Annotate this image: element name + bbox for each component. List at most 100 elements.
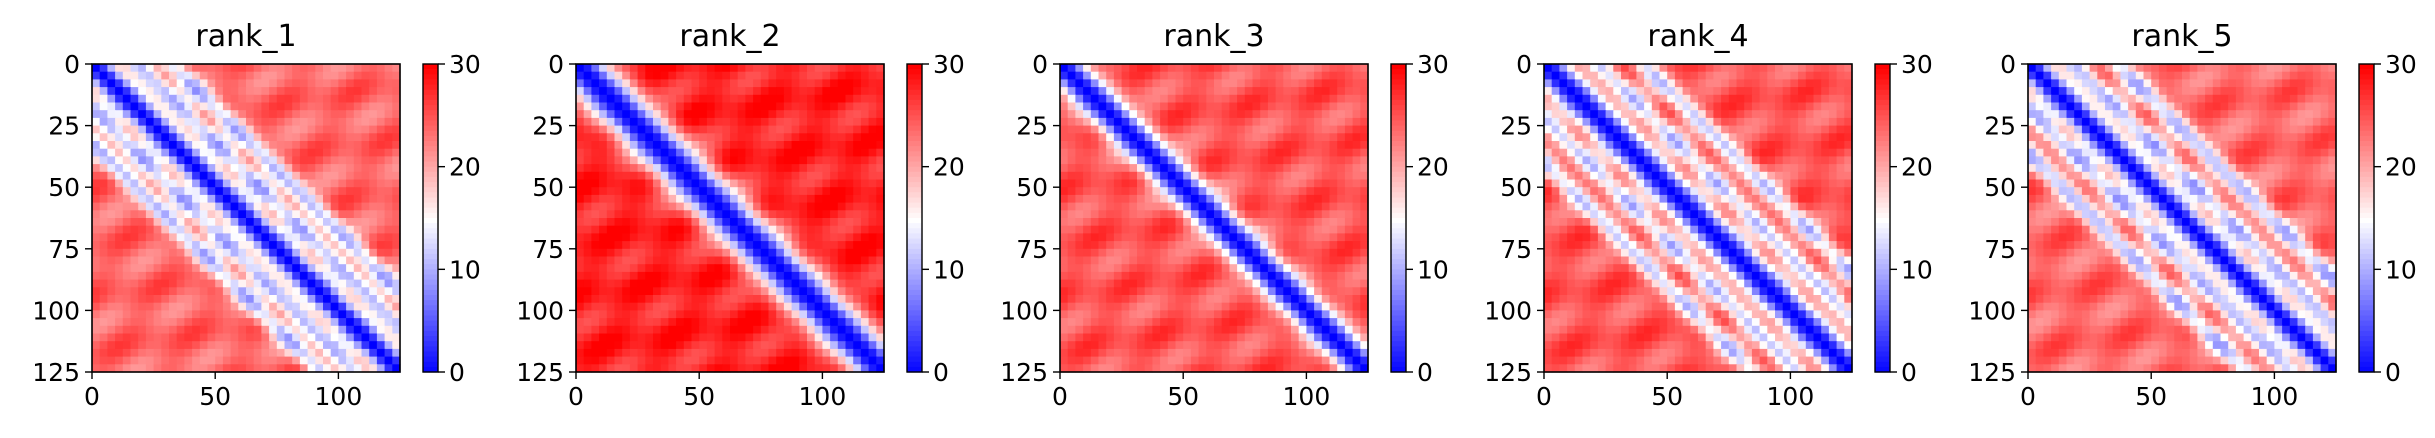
heatmap-cell (353, 194, 363, 204)
heatmap-cell (706, 241, 716, 250)
heatmap-cell (706, 348, 716, 358)
heatmap-cell (845, 325, 854, 335)
heatmap-cell (1183, 279, 1192, 288)
heatmap-cell (606, 325, 616, 335)
heatmap-cell (629, 225, 639, 234)
heatmap-cell (169, 333, 178, 342)
heatmap-cell (653, 264, 662, 273)
heatmap-cell (814, 202, 823, 211)
heatmap-cell (1137, 287, 1146, 296)
heatmap-cell (1106, 318, 1115, 327)
heatmap-cell (307, 102, 316, 111)
heatmap-cell (1144, 179, 1153, 188)
heatmap-cell (130, 248, 139, 258)
heatmap-cell (576, 171, 585, 181)
heatmap-cell (776, 133, 785, 142)
heatmap-cell (115, 302, 124, 311)
heatmap-cell (676, 117, 685, 127)
heatmap-cell (1137, 148, 1146, 157)
heatmap-cell (1344, 202, 1354, 211)
heatmap-cell (1214, 318, 1223, 327)
heatmap-cell (307, 117, 316, 127)
heatmap-cell (222, 179, 232, 188)
heatmap-cell (115, 318, 124, 327)
colorbar-segment (907, 295, 922, 301)
heatmap-cell (276, 64, 286, 73)
heatmap-cell (814, 318, 823, 327)
heatmap-cell (1352, 164, 1361, 173)
heatmap-cell (138, 202, 147, 211)
heatmap-cell (1244, 79, 1254, 88)
heatmap-cell (199, 110, 209, 119)
heatmap-cell (1190, 241, 1200, 250)
colorbar-segment (907, 94, 922, 101)
heatmap-cell (153, 256, 162, 265)
heatmap-cell (760, 194, 770, 204)
heatmap-cell (138, 94, 147, 104)
heatmap-cell (876, 156, 885, 165)
heatmap-cell (653, 210, 662, 219)
heatmap-cell (1098, 102, 1107, 111)
heatmap-cell (1352, 210, 1361, 219)
heatmap-cell (1083, 271, 1092, 281)
colorbar-segment (423, 105, 438, 111)
heatmap-cell (1344, 194, 1354, 204)
heatmap-cell (706, 187, 716, 196)
heatmap-cell (176, 356, 185, 365)
heatmap-cell (192, 248, 201, 258)
heatmap-cell (760, 318, 770, 327)
heatmap-cell (1244, 187, 1254, 196)
heatmap-cell (1152, 125, 1161, 134)
heatmap-cell (837, 248, 847, 258)
heatmap-cell (1244, 348, 1254, 358)
heatmap-cell (629, 141, 639, 150)
heatmap-cell (276, 125, 286, 134)
heatmap-cell (876, 348, 885, 358)
heatmap-cell (1075, 171, 1084, 181)
heatmap-cell (1121, 325, 1130, 335)
heatmap-cell (637, 356, 646, 365)
heatmap-cell (353, 279, 363, 288)
heatmap-cell (622, 325, 631, 335)
heatmap-cell (230, 125, 239, 134)
heatmap-cell (683, 210, 693, 219)
heatmap-cell (1075, 218, 1084, 227)
heatmap-cell (1283, 71, 1292, 80)
heatmap-cell (1144, 287, 1153, 296)
heatmap-cell (629, 102, 639, 111)
heatmap-cell (730, 79, 739, 88)
colorbar-segment (907, 228, 922, 234)
heatmap-cell (860, 210, 870, 219)
heatmap-cell (1344, 333, 1354, 342)
heatmap-cell (161, 102, 170, 111)
heatmap-cell (706, 133, 716, 142)
heatmap-cell (153, 125, 162, 134)
heatmap-cell (791, 356, 800, 365)
heatmap-cell (791, 287, 800, 296)
heatmap-cell (1244, 102, 1254, 111)
heatmap-cell (799, 194, 808, 204)
heatmap-cell (1060, 241, 1069, 250)
heatmap-cell (745, 164, 754, 173)
colorbar-tick-label: 10 (449, 255, 481, 284)
heatmap-cell (876, 171, 885, 181)
heatmap-cell (1221, 148, 1230, 157)
heatmap-cell (369, 233, 378, 242)
heatmap-cell (1067, 94, 1076, 104)
heatmap-cell (691, 364, 700, 373)
heatmap-cell (1337, 133, 1346, 142)
heatmap-cell (1183, 356, 1192, 365)
heatmap-cell (760, 148, 770, 157)
heatmap-cell (169, 187, 178, 196)
heatmap-cell (261, 179, 270, 188)
heatmap-cell (683, 133, 693, 142)
x-tick-label: 0 (84, 382, 100, 411)
heatmap-cell (353, 87, 363, 96)
heatmap-cell (1329, 210, 1338, 219)
heatmap-cell (1206, 164, 1215, 173)
heatmap-cell (814, 356, 823, 365)
heatmap-cell (253, 194, 262, 204)
heatmap-cell (1298, 164, 1307, 173)
heatmap-cell (868, 125, 877, 134)
heatmap-cell (346, 341, 355, 350)
